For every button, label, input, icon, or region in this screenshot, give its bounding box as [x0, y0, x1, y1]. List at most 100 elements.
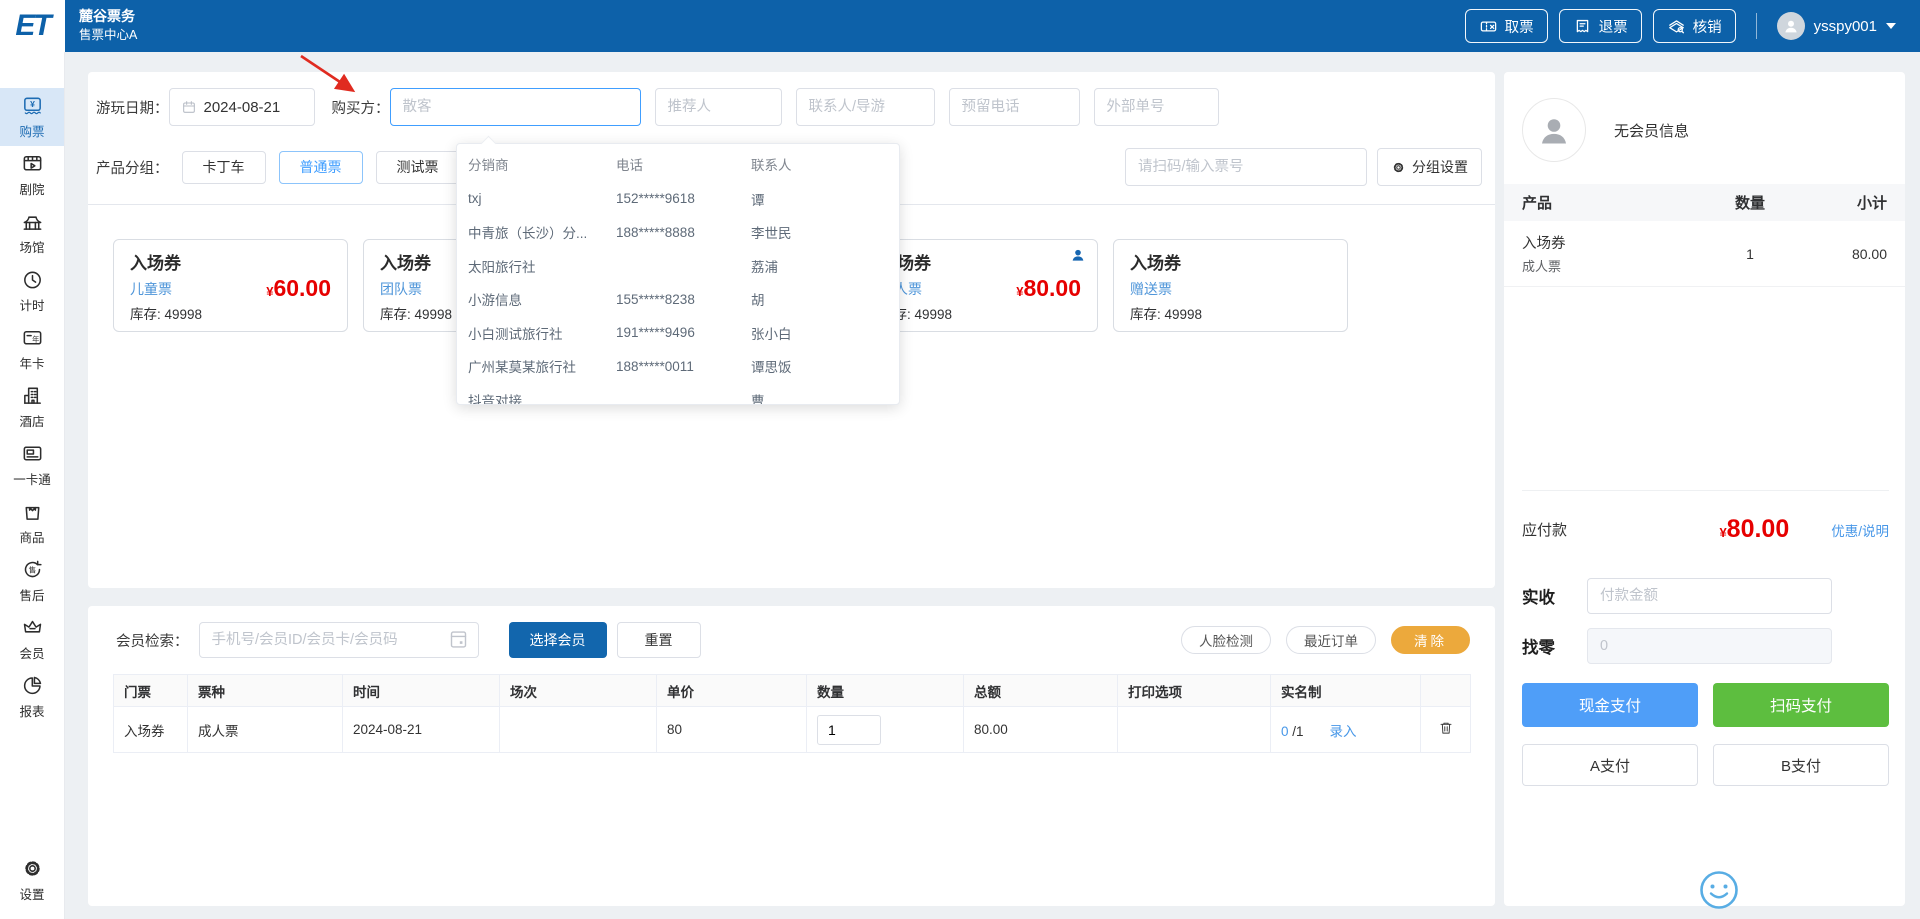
payable-amount: ¥80.00 — [1719, 515, 1790, 543]
refund-ticket-button[interactable]: 退票 — [1558, 9, 1642, 43]
dropdown-option[interactable]: 小白测试旅行社 191*****9496 张小白 — [468, 325, 792, 342]
product-name: 入场券 — [1130, 254, 1181, 273]
sidebar-item-hotel[interactable]: 酒店 — [0, 378, 64, 436]
realname-done-count: 0 — [1281, 723, 1289, 739]
product-card[interactable]: 入场券 赠送票 库存: 49998 — [1113, 239, 1348, 332]
member-cart-panel: 会员检索： 选择会员 重置 人脸检测 最近订单 清除 门票 票种 时间 场次 单… — [88, 606, 1495, 906]
service-smiley-icon[interactable] — [1698, 869, 1740, 911]
product-name: 入场券 — [130, 254, 181, 273]
buyer-input[interactable] — [389, 88, 641, 126]
dropdown-option[interactable]: 太阳旅行社 荔浦 — [468, 259, 778, 275]
order-filter-row: 游玩日期： 2024-08-21 购买方： — [88, 72, 1495, 126]
buyer-suggestion-dropdown: 分销商 电话 联系人 txj 152*****9618 谭 中青旅（长沙）分... 1… — [456, 143, 900, 405]
dropdown-option[interactable]: txj 152*****9618 谭 — [468, 191, 765, 208]
sidebar-item-label: 剧院 — [19, 183, 45, 197]
summary-item-row: 入场券 成人票 1 80.00 — [1504, 221, 1905, 287]
product-group-label: 产品分组： — [96, 160, 169, 177]
card-reader-icon[interactable] — [448, 629, 469, 650]
user-menu[interactable]: ysspy001 — [1776, 12, 1896, 40]
refund-ticket-label: 退票 — [1598, 19, 1628, 36]
scan-ticket-input[interactable] — [1125, 148, 1367, 186]
app-logo: ET — [0, 0, 65, 52]
topbar: ET 麓谷票务 售票中心A 取票 退票 核销 yssp — [0, 0, 1920, 52]
product-stock: 库存: 49998 — [380, 307, 453, 322]
cell-time: 2024-08-21 — [342, 706, 500, 753]
col-time: 时间 — [342, 674, 500, 707]
col-print-option: 打印选项 — [1117, 674, 1271, 707]
payable-row: 应付款 ¥80.00 优惠/说明 — [1522, 490, 1889, 544]
topbar-divider — [1755, 13, 1757, 39]
summary-item-name: 入场券 — [1522, 236, 1566, 252]
reset-button[interactable]: 重置 — [616, 622, 701, 658]
quantity-input[interactable] — [817, 714, 881, 745]
group-button-label: 卡丁车 — [202, 159, 245, 175]
verify-label: 核销 — [1692, 19, 1722, 36]
product-price: ¥80.00 — [1016, 275, 1081, 301]
select-member-button[interactable]: 选择会员 — [508, 622, 607, 658]
recent-orders-button[interactable]: 最近订单 — [1286, 626, 1376, 654]
sidebar-item-settings[interactable]: 设置 — [0, 851, 64, 909]
trash-icon[interactable] — [1438, 722, 1454, 739]
pie-chart-icon — [23, 676, 41, 695]
dropdown-option[interactable]: 中青旅（长沙）分... 188*****8888 李世民 — [468, 224, 792, 242]
member-avatar — [1522, 98, 1586, 162]
product-stock: 库存: 49998 — [130, 307, 203, 322]
sidebar-item-theater[interactable]: 剧院 — [0, 146, 64, 204]
pay-a-button[interactable]: A支付 — [1522, 744, 1698, 786]
sidebar-item-annual-card[interactable]: 年 年卡 — [0, 320, 64, 378]
take-ticket-label: 取票 — [1504, 19, 1534, 36]
dropdown-option[interactable]: 抖音对接曹 — [468, 393, 765, 405]
dropdown-option[interactable]: 广州某莫某旅行社 188*****0011 谭思饭 — [468, 358, 792, 376]
gear-icon — [1393, 162, 1404, 172]
summary-col-qty: 数量 — [1734, 195, 1765, 212]
sidebar-item-timing[interactable]: 计时 — [0, 262, 64, 320]
received-amount-input[interactable] — [1587, 578, 1832, 614]
group-button-normal[interactable]: 普通票 — [278, 150, 363, 184]
contact-guide-input[interactable] — [795, 88, 935, 126]
col-realname: 实名制 — [1270, 674, 1421, 707]
group-button-test[interactable]: 测试票 — [375, 150, 460, 184]
member-search-input[interactable] — [198, 622, 479, 658]
pass-card-icon — [23, 446, 41, 461]
svg-text:售: 售 — [28, 564, 36, 574]
external-order-input[interactable] — [1093, 88, 1219, 126]
group-button-label: 测试票 — [396, 159, 439, 175]
discount-note-link[interactable]: 优惠/说明 — [1831, 523, 1889, 539]
sidebar-item-venue[interactable]: 场馆 — [0, 204, 64, 262]
payable-label: 应付款 — [1522, 522, 1568, 539]
svg-text:¥: ¥ — [30, 99, 35, 109]
pay-b-button[interactable]: B支付 — [1713, 744, 1889, 786]
group-settings-button[interactable]: 分组设置 — [1377, 148, 1482, 186]
product-card[interactable]: 入场券 儿童票 ¥60.00 库存: 49998 — [113, 239, 348, 332]
cart-header-row: 门票 票种 时间 场次 单价 数量 总额 打印选项 实名制 — [113, 674, 1471, 707]
sidebar-item-pass-card[interactable]: 一卡通 — [0, 436, 64, 494]
change-label: 找零 — [1522, 639, 1555, 657]
venue-icon — [23, 216, 41, 230]
sidebar-item-aftersale[interactable]: 售 售后 — [0, 552, 64, 610]
cell-print-option — [1117, 706, 1271, 753]
verify-button[interactable]: 核销 — [1652, 9, 1736, 43]
sidebar-item-report[interactable]: 报表 — [0, 668, 64, 726]
change-row: 找零 — [1522, 628, 1832, 664]
dropdown-option[interactable]: 小游信息 155*****8238 胡 — [468, 291, 765, 309]
crown-icon — [23, 620, 41, 633]
cell-session — [499, 706, 657, 753]
group-button-karting[interactable]: 卡丁车 — [181, 150, 266, 184]
realname-enter-link[interactable]: 录入 — [1329, 723, 1357, 739]
clear-button[interactable]: 清除 — [1391, 626, 1470, 654]
visit-date-input[interactable]: 2024-08-21 — [168, 88, 315, 126]
cash-pay-button[interactable]: 现金支付 — [1522, 683, 1698, 727]
scan-pay-button[interactable]: 扫码支付 — [1713, 683, 1889, 727]
product-price: ¥60.00 — [266, 275, 331, 301]
face-detect-button[interactable]: 人脸检测 — [1181, 626, 1271, 654]
username: ysspy001 — [1813, 17, 1877, 35]
sidebar-item-goods[interactable]: 商品 — [0, 494, 64, 552]
take-ticket-button[interactable]: 取票 — [1464, 9, 1548, 43]
reserved-phone-input[interactable] — [948, 88, 1080, 126]
calendar-icon — [182, 101, 195, 113]
referrer-input[interactable] — [654, 88, 782, 126]
sidebar-item-ticketing[interactable]: ¥ 购票 — [0, 88, 64, 146]
group-button-label: 普通票 — [299, 159, 342, 175]
col-qty: 数量 — [806, 674, 964, 707]
sidebar-item-member[interactable]: 会员 — [0, 610, 64, 668]
